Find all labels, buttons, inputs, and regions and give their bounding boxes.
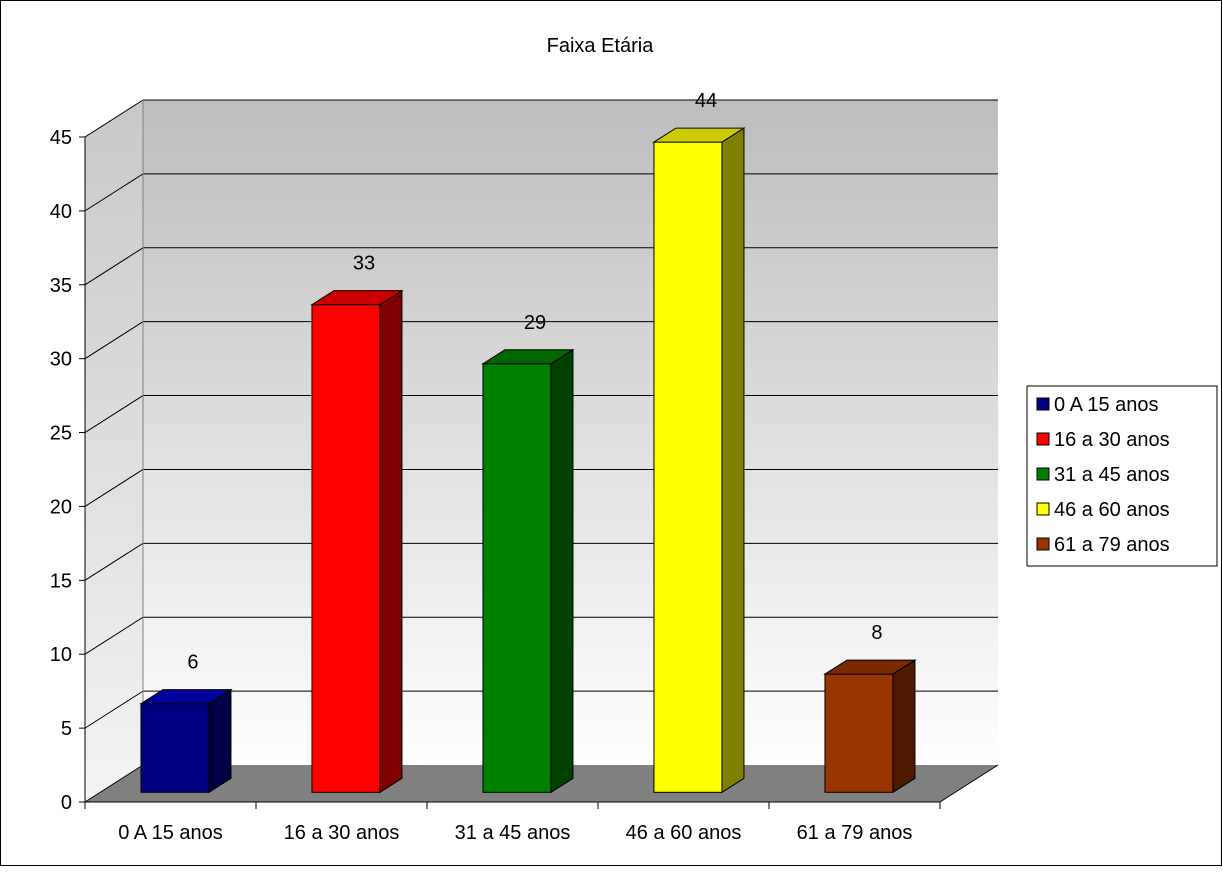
bar-top bbox=[310, 290, 404, 306]
legend-label: 31 a 45 anos bbox=[1054, 464, 1170, 486]
y-tick-label: 40 bbox=[50, 201, 72, 223]
y-tick-label: 5 bbox=[61, 718, 72, 740]
legend-swatch bbox=[1036, 467, 1050, 481]
y-tick-label: 0 bbox=[61, 792, 72, 814]
legend-swatch bbox=[1036, 502, 1050, 516]
gridline-side bbox=[84, 542, 144, 581]
legend-label: 0 A 15 anos bbox=[1054, 394, 1159, 416]
gridline-side bbox=[84, 469, 144, 507]
gridline-side bbox=[84, 173, 144, 212]
legend: 0 A 15 anos 16 a 30 anos 31 a 45 anos 46 a … bbox=[1026, 385, 1218, 567]
y-tick-label: 30 bbox=[50, 349, 72, 371]
bars bbox=[139, 127, 917, 794]
gridline-side bbox=[84, 395, 144, 433]
bar bbox=[310, 289, 404, 794]
bar-front bbox=[653, 141, 723, 793]
chart-title: Faixa Etária bbox=[547, 35, 655, 57]
y-tick-label: 45 bbox=[50, 127, 72, 149]
x-tick-label: 61 a 79 anos bbox=[797, 822, 913, 844]
legend-swatch bbox=[1036, 432, 1050, 446]
bar bbox=[481, 348, 575, 794]
bar-front bbox=[482, 363, 552, 793]
data-label: 44 bbox=[695, 90, 717, 112]
bar-side bbox=[892, 659, 916, 794]
bar bbox=[139, 688, 233, 794]
bar-top bbox=[823, 659, 917, 675]
bar-side bbox=[379, 289, 403, 794]
bar-top bbox=[652, 127, 746, 143]
y-tick-label: 15 bbox=[50, 570, 72, 592]
bar-front bbox=[824, 673, 894, 793]
legend-label: 16 a 30 anos bbox=[1054, 429, 1170, 451]
floor-edge bbox=[939, 764, 999, 803]
bar-side bbox=[550, 348, 574, 794]
gridline-side bbox=[84, 616, 144, 655]
bar bbox=[823, 659, 917, 794]
y-tick-label: 25 bbox=[50, 423, 72, 445]
x-tick-label: 0 A 15 anos bbox=[118, 822, 223, 844]
x-tick-label: 46 a 60 anos bbox=[626, 822, 742, 844]
legend-item: 46 a 60 anos bbox=[1036, 499, 1170, 521]
bar-front bbox=[311, 304, 381, 793]
legend-item: 61 a 79 anos bbox=[1036, 534, 1170, 556]
gridline-side bbox=[84, 247, 144, 286]
bar-side bbox=[208, 688, 232, 794]
bar-front bbox=[140, 703, 210, 793]
legend-label: 46 a 60 anos bbox=[1054, 499, 1170, 521]
y-tick-label: 10 bbox=[50, 644, 72, 666]
bar-top bbox=[139, 689, 233, 705]
legend-swatch bbox=[1036, 397, 1050, 411]
bar-side bbox=[721, 127, 745, 794]
legend-label: 61 a 79 anos bbox=[1054, 534, 1170, 556]
gridline-side bbox=[84, 690, 144, 729]
legend-item: 31 a 45 anos bbox=[1036, 464, 1170, 486]
legend-item: 16 a 30 anos bbox=[1036, 429, 1170, 451]
legend-item: 0 A 15 anos bbox=[1036, 394, 1159, 416]
gridline-side bbox=[84, 764, 144, 803]
bar-top bbox=[481, 349, 575, 365]
data-label: 8 bbox=[871, 622, 882, 644]
legend-swatch bbox=[1036, 537, 1050, 551]
data-labels: 6 33 29 44 8 bbox=[187, 90, 882, 674]
x-tick-label: 31 a 45 anos bbox=[455, 822, 571, 844]
data-label: 6 bbox=[187, 652, 198, 674]
legend-box bbox=[1026, 385, 1218, 567]
y-tick-label: 35 bbox=[50, 275, 72, 297]
y-tick-label: 20 bbox=[50, 496, 72, 518]
x-axis: 0 A 15 anos 16 a 30 anos 31 a 45 anos 46 a … bbox=[84, 801, 941, 844]
data-label: 29 bbox=[524, 312, 546, 334]
x-tick-label: 16 a 30 anos bbox=[284, 822, 400, 844]
data-label: 33 bbox=[353, 253, 375, 275]
gridline-side bbox=[84, 321, 144, 360]
y-axis: 0 5 10 15 20 25 30 35 40 45 bbox=[50, 127, 86, 814]
bar bbox=[652, 127, 746, 794]
gridline-side bbox=[84, 99, 144, 138]
